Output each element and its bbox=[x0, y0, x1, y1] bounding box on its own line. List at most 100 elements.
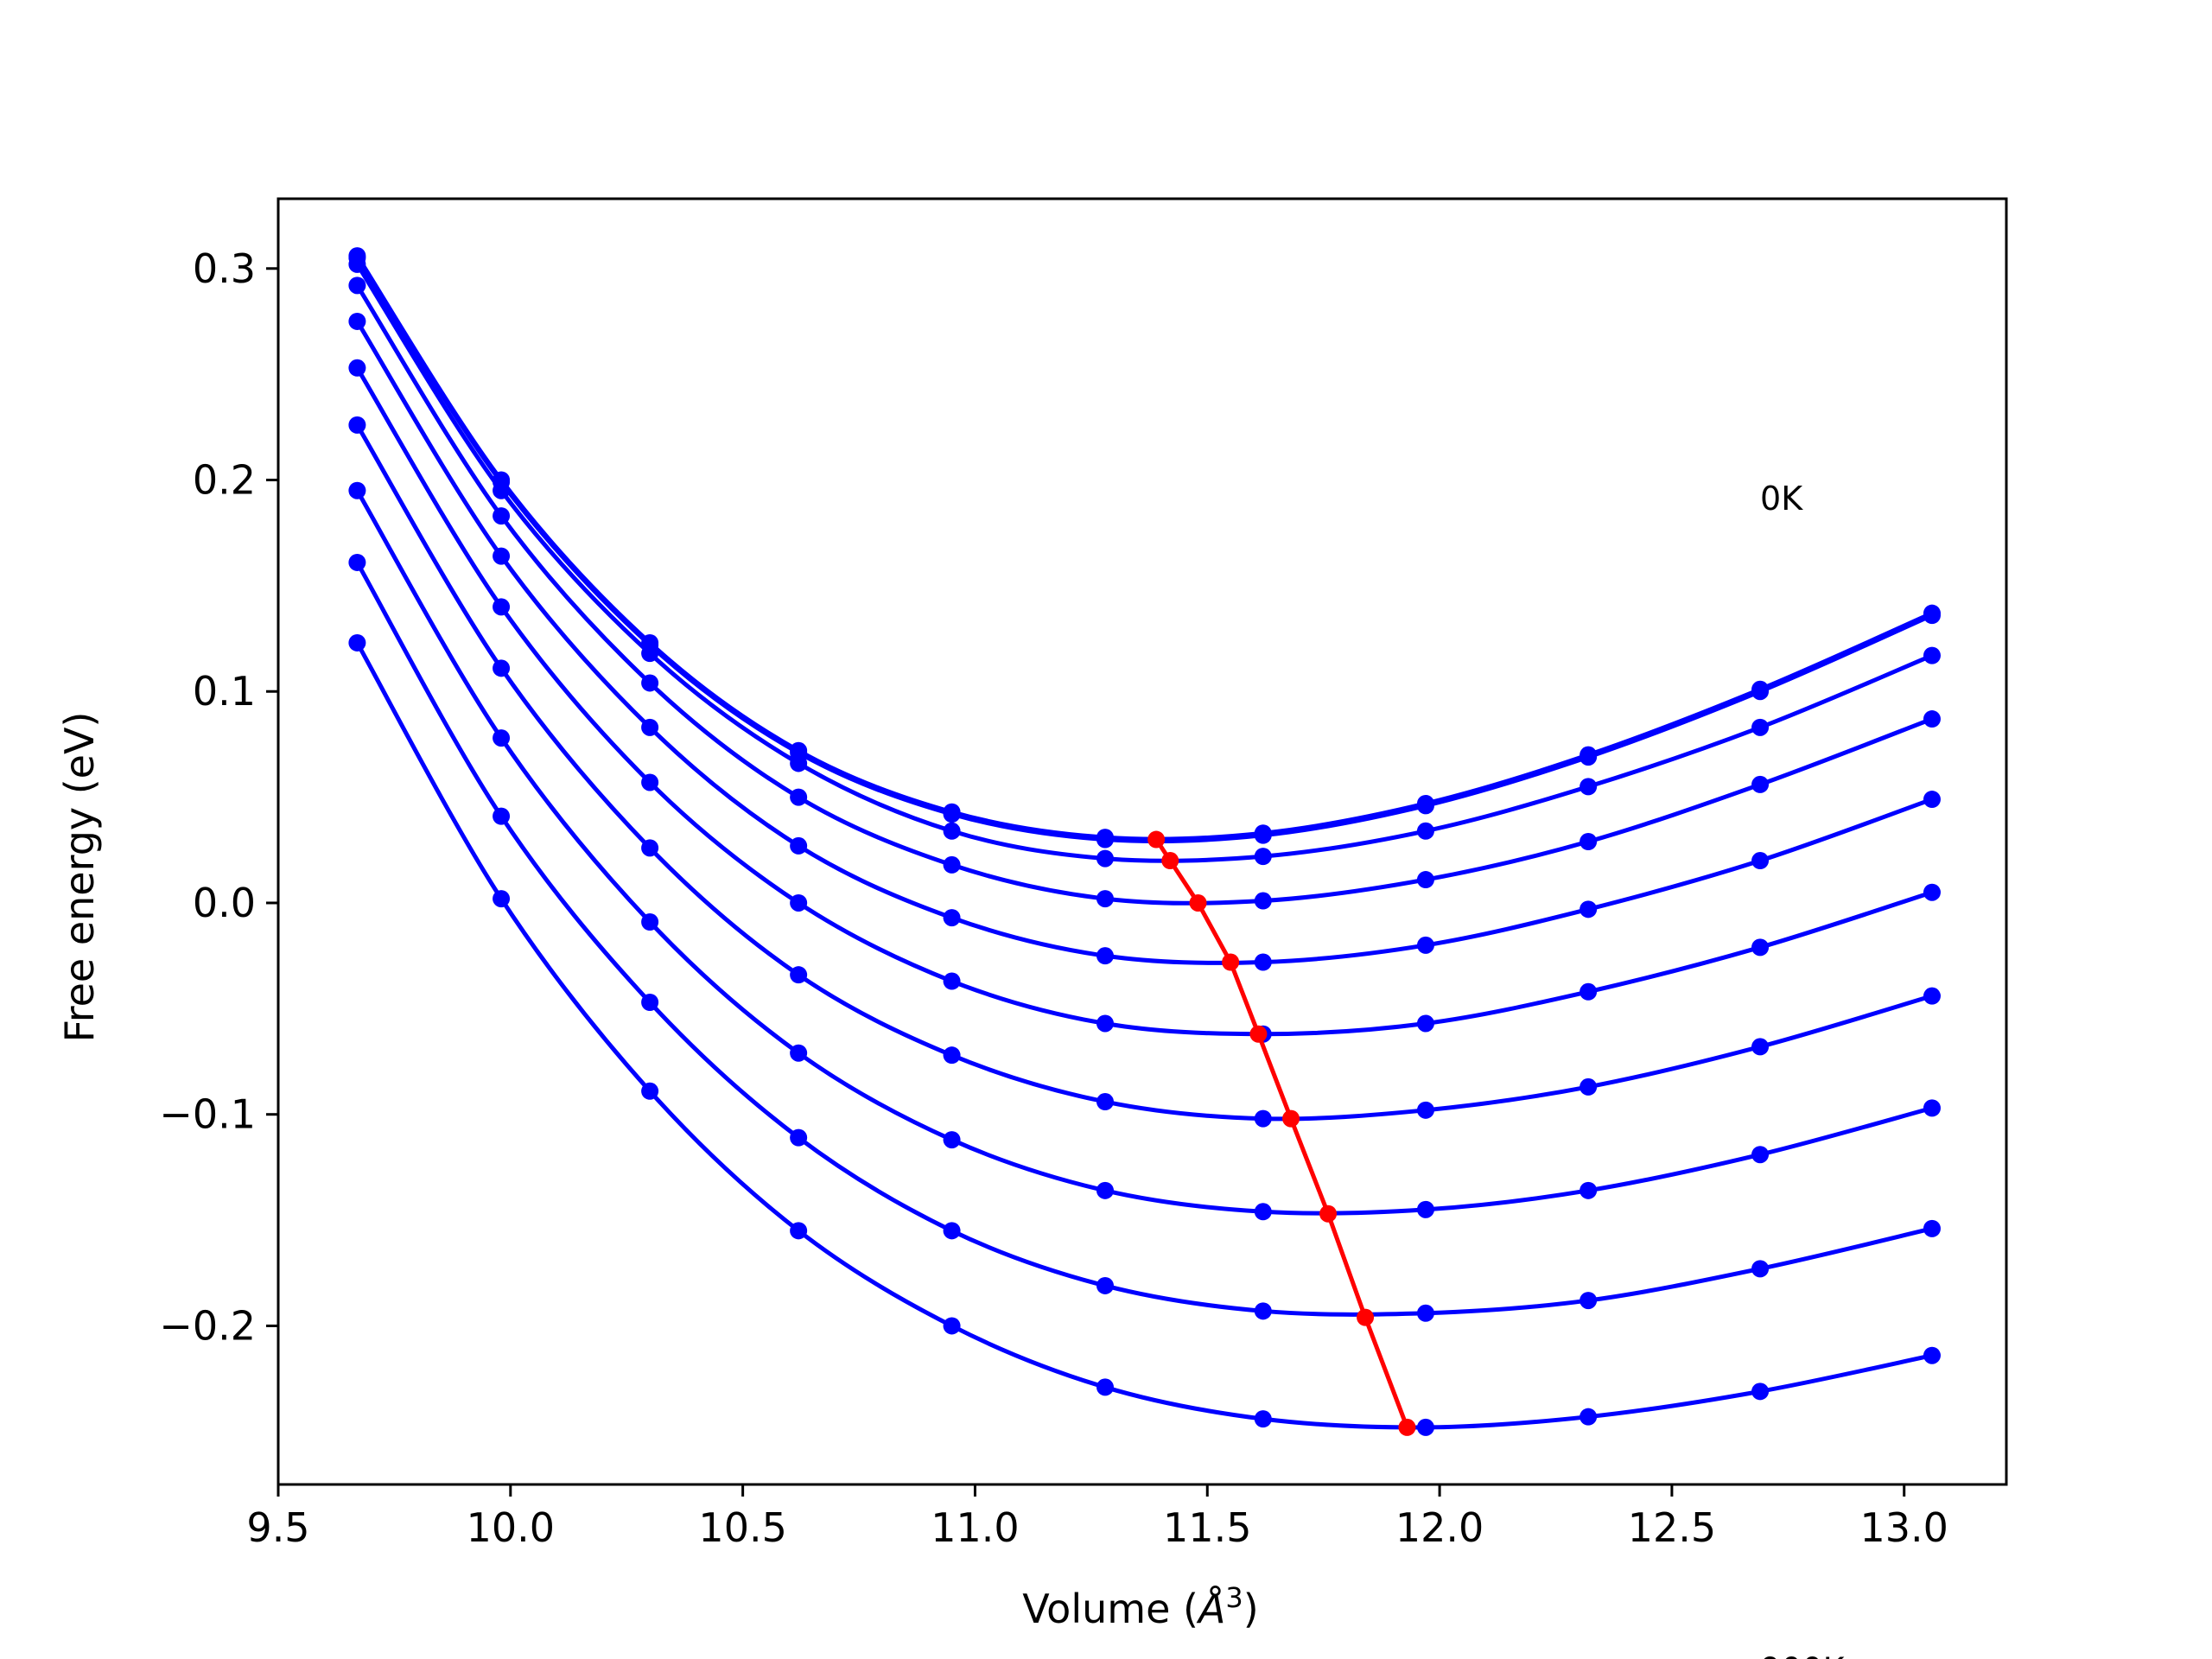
temperature-label: 0K bbox=[1760, 480, 1803, 518]
series-point bbox=[1580, 1408, 1598, 1426]
series-point bbox=[1580, 1181, 1598, 1199]
series-point bbox=[943, 1317, 961, 1335]
series-point bbox=[641, 718, 659, 736]
series-point bbox=[943, 805, 961, 823]
series-point bbox=[1416, 871, 1434, 889]
minima-point bbox=[1319, 1205, 1338, 1223]
x-axis-title: Volume (Å3) bbox=[1022, 1581, 1258, 1632]
series-point bbox=[1751, 1260, 1770, 1278]
series-point bbox=[1096, 1014, 1114, 1033]
series-point bbox=[348, 416, 366, 434]
series-point bbox=[943, 822, 961, 840]
series-point bbox=[1923, 646, 1941, 664]
series-point bbox=[1751, 775, 1770, 793]
series-point bbox=[641, 994, 659, 1011]
series-point bbox=[1254, 826, 1272, 844]
series-point bbox=[790, 788, 808, 806]
minima-point bbox=[1249, 1025, 1268, 1043]
series-line-8 bbox=[355, 561, 1933, 1317]
series-point bbox=[1416, 822, 1434, 840]
series-line-7 bbox=[355, 489, 1933, 1216]
minima-point bbox=[1398, 1418, 1416, 1436]
series-point bbox=[1416, 1418, 1434, 1436]
series-point bbox=[1580, 1292, 1598, 1310]
series-point bbox=[943, 1222, 961, 1240]
series-point bbox=[493, 729, 511, 747]
series-point bbox=[348, 481, 366, 499]
series-point bbox=[790, 1044, 808, 1062]
series-point bbox=[348, 359, 366, 377]
temperature-label: 900K bbox=[1760, 1651, 1846, 1659]
series-point bbox=[1923, 791, 1941, 809]
y-tick-label: 0.1 bbox=[193, 668, 256, 715]
curves-layer bbox=[348, 247, 1941, 1436]
series-point bbox=[1416, 936, 1434, 954]
series-point bbox=[1580, 1077, 1598, 1096]
y-tick-label: 0.0 bbox=[193, 880, 256, 926]
series-point bbox=[1096, 947, 1114, 965]
series-point bbox=[1096, 1276, 1114, 1294]
series-point bbox=[790, 754, 808, 772]
series-point bbox=[1751, 683, 1770, 701]
x-tick-label: 11.5 bbox=[1163, 1504, 1251, 1551]
series-point bbox=[790, 1222, 808, 1240]
minima-point bbox=[1161, 852, 1179, 870]
series-point bbox=[1923, 987, 1941, 1005]
series-point bbox=[1751, 1146, 1770, 1164]
series-point bbox=[493, 507, 511, 525]
series-point bbox=[790, 893, 808, 912]
x-tick-label: 12.0 bbox=[1395, 1504, 1484, 1551]
series-line-1 bbox=[355, 257, 1933, 844]
series-point bbox=[1096, 849, 1114, 868]
series-point bbox=[1580, 748, 1598, 766]
series-point bbox=[1923, 1099, 1941, 1117]
series-point bbox=[790, 1128, 808, 1147]
series-point bbox=[641, 913, 659, 931]
series-point bbox=[348, 633, 366, 652]
series-point bbox=[1096, 830, 1114, 849]
series-point bbox=[348, 553, 366, 571]
x-tick-label: 13.0 bbox=[1860, 1504, 1948, 1551]
series-point bbox=[1416, 1304, 1434, 1322]
x-tick-label: 12.5 bbox=[1628, 1504, 1716, 1551]
series-point bbox=[1416, 797, 1434, 815]
minima-point bbox=[1222, 953, 1240, 971]
series-point bbox=[1580, 982, 1598, 1001]
series-point bbox=[493, 481, 511, 499]
series-point bbox=[1751, 718, 1770, 736]
series-point bbox=[1096, 1181, 1114, 1199]
y-axis-title: Free energy (eV) bbox=[56, 712, 103, 1043]
y-tick-label: −0.2 bbox=[159, 1302, 256, 1349]
plot-frame bbox=[276, 197, 2008, 1486]
series-line-3 bbox=[355, 284, 1933, 906]
series-line-4 bbox=[355, 320, 1933, 965]
series-point bbox=[1254, 953, 1272, 971]
series-point bbox=[790, 836, 808, 855]
series-point bbox=[493, 598, 511, 616]
series-point bbox=[1416, 1014, 1434, 1033]
series-point bbox=[1923, 710, 1941, 728]
series-point bbox=[641, 1082, 659, 1100]
series-point bbox=[1751, 852, 1770, 870]
series-point bbox=[1751, 938, 1770, 957]
y-tick-label: 0.3 bbox=[193, 245, 256, 292]
series-line-2 bbox=[355, 263, 1933, 863]
series-point bbox=[1923, 1219, 1941, 1237]
series-point bbox=[1096, 1378, 1114, 1396]
minima-point bbox=[1189, 893, 1207, 912]
series-point bbox=[1254, 1109, 1272, 1128]
series-point bbox=[1096, 890, 1114, 908]
series-point bbox=[348, 276, 366, 295]
series-point bbox=[1416, 1200, 1434, 1218]
minima-point bbox=[1147, 830, 1166, 849]
series-point bbox=[493, 659, 511, 677]
series-point bbox=[943, 855, 961, 874]
series-point bbox=[1254, 1203, 1272, 1221]
series-point bbox=[1254, 1410, 1272, 1428]
series-point bbox=[790, 966, 808, 984]
series-point bbox=[493, 547, 511, 565]
series-point bbox=[943, 972, 961, 990]
series-line-6 bbox=[355, 423, 1933, 1122]
series-point bbox=[641, 839, 659, 857]
